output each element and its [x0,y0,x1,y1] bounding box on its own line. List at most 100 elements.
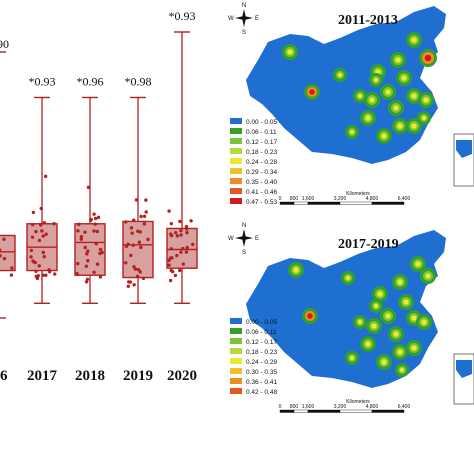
data-point [41,273,45,277]
scale-tick-label: 4,800 [366,196,379,202]
data-point [84,280,89,284]
data-point [92,270,96,274]
scale-tick-label: 800 [290,404,299,410]
hotspot-core [411,37,417,43]
data-point [39,223,43,227]
x-tick-label: 2018 [75,368,105,384]
hotspot-core [381,133,387,139]
scale-tick-label: 3,200 [334,404,347,410]
scale-tick-label: 0 [279,404,282,410]
data-point [185,231,189,235]
data-point [9,273,14,277]
data-point [40,229,44,233]
hotspot-core [365,341,371,347]
data-point [132,265,136,269]
scale-segment [339,201,373,205]
hotspot-core [411,345,417,351]
box-plot: .90 16 *0.93 2017 *0.96 2018 *0.98 2019 *0.93 202… [0,9,198,384]
scale-tick-label: 800 [290,196,299,202]
data-point [175,253,179,258]
data-point [79,235,84,239]
hotspot-core [365,115,371,121]
data-point [2,237,6,241]
scale-unit: Kilometers [346,399,370,405]
legend: 0.00 - 0.05 0.06 - 0.11 0.12 - 0.17 0.18 - … [230,318,277,396]
inset-sea [456,360,472,378]
data-point [178,219,182,224]
data-point [31,222,35,227]
legend-swatch [230,158,242,164]
data-point [76,229,80,233]
data-point [185,245,189,250]
hotspot-core [411,93,417,99]
hotspot-core [397,349,403,355]
data-point [0,248,2,252]
scale-segment [307,409,341,413]
hotspot-core [385,89,391,95]
data-point [167,258,171,263]
data-point [138,270,142,274]
legend-label: 0.35 - 0.40 [246,179,277,186]
hotspot-core [399,367,405,373]
hotspots [282,32,437,144]
legend-label: 0.36 - 0.41 [246,379,277,386]
data-point [94,242,98,246]
legend-label: 0.29 - 0.34 [246,169,277,176]
data-point [89,217,93,222]
data-point [139,245,143,250]
data-point [179,228,183,233]
legend-swatch [230,198,242,204]
hotspot-core [349,129,355,135]
compass-e: E [255,16,259,22]
data-point [93,222,97,226]
data-point [31,259,35,263]
compass: N S W E [228,3,259,36]
data-point [178,268,182,273]
data-point [44,232,48,236]
hotspot-core [373,77,379,83]
legend-label: 0.06 - 0.11 [246,129,277,136]
data-point [92,212,96,216]
data-point [141,276,146,281]
hotspot-core [397,279,403,285]
legend-swatch [230,188,242,194]
hotspot-core [381,359,387,365]
hotspot-core [397,123,403,129]
legend-swatch [230,328,242,334]
data-point [130,231,134,235]
map-title: 2017-2019 [338,237,399,252]
data-point [44,273,48,277]
hotspot-core [345,275,351,281]
data-point [95,262,100,266]
hotspot-core [401,75,407,81]
scale-tick-label: 3,200 [334,196,347,202]
data-point [179,250,183,254]
compass-e: E [255,236,259,242]
hotspot-core [403,299,409,305]
scale-segment [307,201,341,205]
scale-segment [279,201,295,205]
data-point [134,198,139,202]
scale-unit: Kilometers [346,191,370,197]
legend-label: 0.06 - 0.11 [246,329,277,336]
scale-tick-label: 6,400 [398,196,411,202]
data-point [138,230,142,234]
data-point [86,249,90,253]
data-point [181,262,185,266]
hotspot-core [425,273,431,279]
data-point [31,210,36,215]
legend-swatch [230,128,242,134]
scale-bar: 0 800 1,600 3,200 4,800 6,400 Kilometers [279,399,410,413]
hotspot-core [371,323,377,329]
data-point [30,235,35,239]
legend-swatch [230,358,242,364]
legend-label: 0.47 - 0.53 [246,199,277,206]
data-point [132,283,136,287]
data-point [47,270,52,274]
data-point [124,220,128,224]
data-point [77,222,81,227]
legend-label: 0.00 - 0.05 [246,119,277,126]
significance-label: *0.93 [169,9,196,23]
data-point [170,256,174,260]
hotspot-core [393,331,399,337]
